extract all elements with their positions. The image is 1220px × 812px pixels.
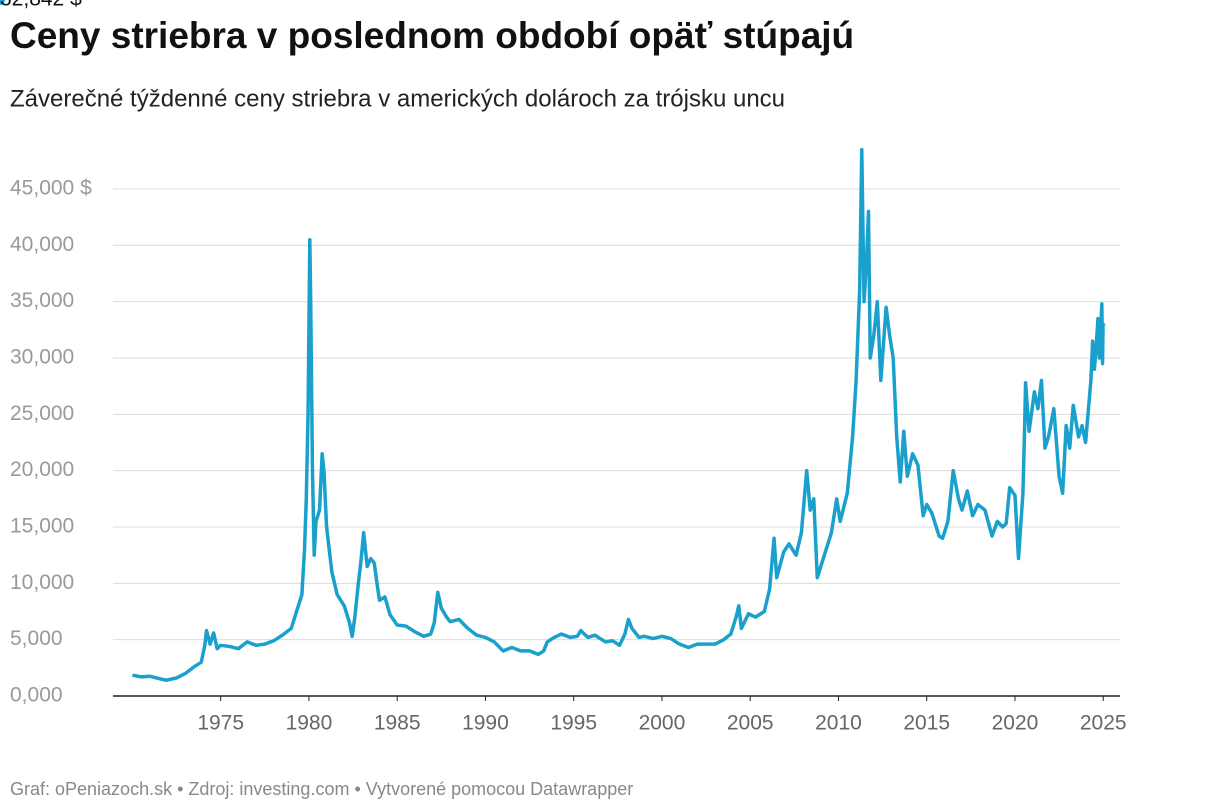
- y-tick-label: 45,000 $: [10, 177, 92, 200]
- y-tick-label: 20,000: [10, 458, 74, 481]
- x-tick-label: 2005: [727, 712, 774, 735]
- x-tick-label: 1975: [197, 712, 244, 735]
- y-tick-label: 30,000: [10, 346, 74, 369]
- y-tick-label: 25,000: [10, 402, 74, 425]
- x-tick-label: 2020: [992, 712, 1039, 735]
- y-tick-label: 15,000: [10, 515, 74, 538]
- x-tick-label: 1985: [374, 712, 421, 735]
- x-tick-label: 1990: [462, 712, 509, 735]
- y-tick-label: 5,000: [10, 627, 63, 650]
- x-tick-label: 2000: [639, 712, 686, 735]
- y-tick-label: 35,000: [10, 289, 74, 312]
- x-tick-label: 1980: [286, 712, 333, 735]
- value-label: 32,842 $: [0, 0, 82, 11]
- line: [132, 147, 1106, 682]
- x-tick-label: 2025: [1080, 712, 1127, 735]
- footer: Graf: oPeniazoch.sk • Zdroj: investing.c…: [10, 779, 633, 799]
- x-tick-label: 2010: [815, 712, 862, 735]
- y-tick-label: 40,000: [10, 233, 74, 256]
- chart-subtitle: Záverečné týždenné ceny striebra v ameri…: [10, 85, 785, 112]
- y-tick-label: 0,000: [10, 684, 63, 707]
- end-dot: [0, 0, 5, 5]
- x-tick-label: 1995: [550, 712, 597, 735]
- y-tick-label: 10,000: [10, 571, 74, 594]
- chart-title: Ceny striebra v poslednom období opäť st…: [10, 15, 854, 56]
- x-tick-label: 2015: [903, 712, 950, 735]
